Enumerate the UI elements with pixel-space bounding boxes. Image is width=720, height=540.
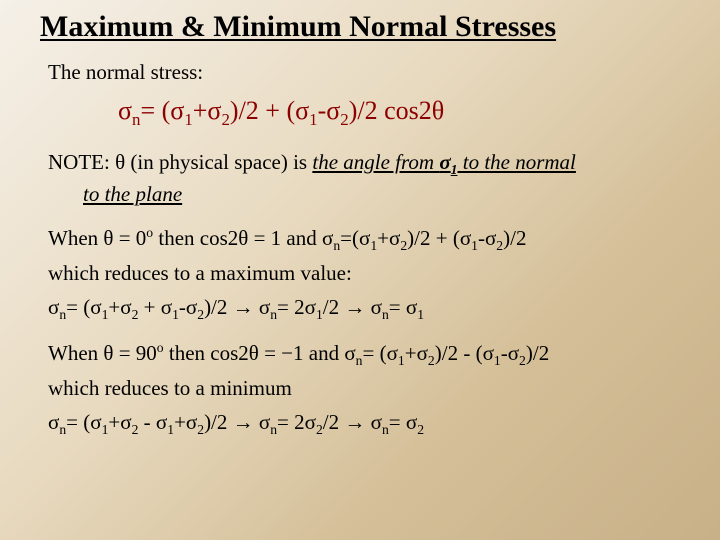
c9-when: When θ = 90 bbox=[48, 341, 157, 365]
c0f-7: = σ bbox=[389, 295, 417, 319]
c9-s2: 2 bbox=[428, 353, 435, 368]
c0-minus: -σ bbox=[478, 226, 496, 250]
c9-s1: 1 bbox=[398, 353, 405, 368]
c9f-1: = (σ bbox=[66, 410, 101, 434]
case-0-line1: When θ = 0o then cos2θ = 1 and σn=(σ1+σ2… bbox=[48, 223, 690, 255]
c0f-s1c: 1 bbox=[316, 307, 323, 322]
note-a2: the angle from bbox=[312, 150, 439, 174]
case-90-reduce: which reduces to a minimum bbox=[48, 374, 690, 403]
main-equation: σn= (σ1+σ2)/2 + (σ1-σ2)/2 cos2θ bbox=[118, 93, 690, 132]
case-0-reduce: which reduces to a maximum value: bbox=[48, 259, 690, 288]
c0f-1: = (σ bbox=[66, 295, 101, 319]
c9-e1c: )/2 bbox=[526, 341, 549, 365]
note-phys: (in physical space) bbox=[130, 150, 293, 174]
c0f-4: = 2σ bbox=[277, 295, 316, 319]
c0f-6: σ bbox=[365, 295, 382, 319]
c9-deg: o bbox=[157, 340, 164, 355]
note-a1: is bbox=[293, 150, 312, 174]
c0f-n3: n bbox=[382, 307, 389, 322]
c9f-plus: +σ bbox=[108, 410, 131, 434]
c9f-arr2: → bbox=[344, 410, 365, 434]
note-theta: θ bbox=[110, 150, 131, 174]
c0f-s1b: 1 bbox=[172, 307, 179, 322]
content-body: The normal stress: σn= (σ1+σ2)/2 + (σ1-σ… bbox=[30, 58, 690, 439]
c0f-2: )/2 bbox=[204, 295, 233, 319]
c9f-6: σ bbox=[365, 410, 382, 434]
c9f-4: = 2σ bbox=[277, 410, 316, 434]
c9f-5: /2 bbox=[323, 410, 345, 434]
case-90-line1: When θ = 90o then cos2θ = −1 and σn= (σ1… bbox=[48, 338, 690, 370]
eq-sub-1: 1 bbox=[184, 111, 192, 130]
c9f-3: σ bbox=[254, 410, 271, 434]
c9f-plus2: +σ bbox=[174, 410, 197, 434]
c9f-arr1: → bbox=[233, 410, 254, 434]
c0f-s1d: 1 bbox=[417, 307, 424, 322]
c9-e1a: = (σ bbox=[363, 341, 398, 365]
c0-e1a: =(σ bbox=[340, 226, 370, 250]
c9f-n3: n bbox=[382, 422, 389, 437]
c9-plus: +σ bbox=[405, 341, 428, 365]
note-line2: to the plane bbox=[48, 182, 182, 206]
c0f-3: σ bbox=[254, 295, 271, 319]
c9-then: then cos2θ = −1 and σ bbox=[164, 341, 356, 365]
c9f-s2d: 2 bbox=[417, 422, 424, 437]
c0f-arr1: → bbox=[233, 295, 254, 319]
c0-s1b: 1 bbox=[471, 238, 478, 253]
eq-sub-2b: 2 bbox=[340, 111, 348, 130]
eq-p1: = (σ bbox=[140, 96, 184, 125]
eq-plus: +σ bbox=[193, 96, 222, 125]
c0-then: then cos2θ = 1 and σ bbox=[153, 226, 333, 250]
eq-p2c: )/2 cos2θ bbox=[349, 96, 445, 125]
eq-sigma: σ bbox=[118, 96, 132, 125]
c9f-pre: σ bbox=[48, 410, 59, 434]
c0f-5: /2 bbox=[323, 295, 345, 319]
eq-p1c: )/2 + (σ bbox=[230, 96, 309, 125]
c9f-s2c: 2 bbox=[316, 422, 323, 437]
c9f-minus1: - σ bbox=[138, 410, 167, 434]
c0f-plus2: + σ bbox=[138, 295, 172, 319]
case-90-final: σn= (σ1+σ2 - σ1+σ2)/2 → σn= 2σ2/2 → σn= … bbox=[48, 408, 690, 439]
c9f-2: )/2 bbox=[204, 410, 233, 434]
intro-text: The normal stress: bbox=[48, 58, 690, 87]
case-0-final: σn= (σ1+σ2 + σ1-σ2)/2 → σn= 2σ1/2 → σn= … bbox=[48, 293, 690, 324]
c0f-plus: +σ bbox=[108, 295, 131, 319]
c9-n: n bbox=[356, 353, 363, 368]
c0-e1b: )/2 + (σ bbox=[407, 226, 471, 250]
c0-e1c: )/2 bbox=[503, 226, 526, 250]
c0f-minus: -σ bbox=[179, 295, 197, 319]
c9f-7: = σ bbox=[389, 410, 417, 434]
eq-minus: -σ bbox=[318, 96, 341, 125]
note-sigma: σ bbox=[439, 150, 450, 174]
c9-s2b: 2 bbox=[519, 353, 526, 368]
c9-e1b: )/2 - (σ bbox=[435, 341, 494, 365]
c0f-pre: σ bbox=[48, 295, 59, 319]
eq-sub-1b: 1 bbox=[309, 111, 317, 130]
eq-sub-2: 2 bbox=[221, 111, 229, 130]
note-block: NOTE: θ (in physical space) is the angle… bbox=[48, 148, 690, 209]
c9-minus: -σ bbox=[501, 341, 519, 365]
page-title: Maximum & Minimum Normal Stresses bbox=[30, 10, 690, 44]
c0f-arr2: → bbox=[344, 295, 365, 319]
c0-when: When θ = 0 bbox=[48, 226, 146, 250]
note-label: NOTE: bbox=[48, 150, 110, 174]
c0-plus: +σ bbox=[377, 226, 400, 250]
c9-s1b: 1 bbox=[494, 353, 501, 368]
note-a3: to the normal bbox=[457, 150, 575, 174]
